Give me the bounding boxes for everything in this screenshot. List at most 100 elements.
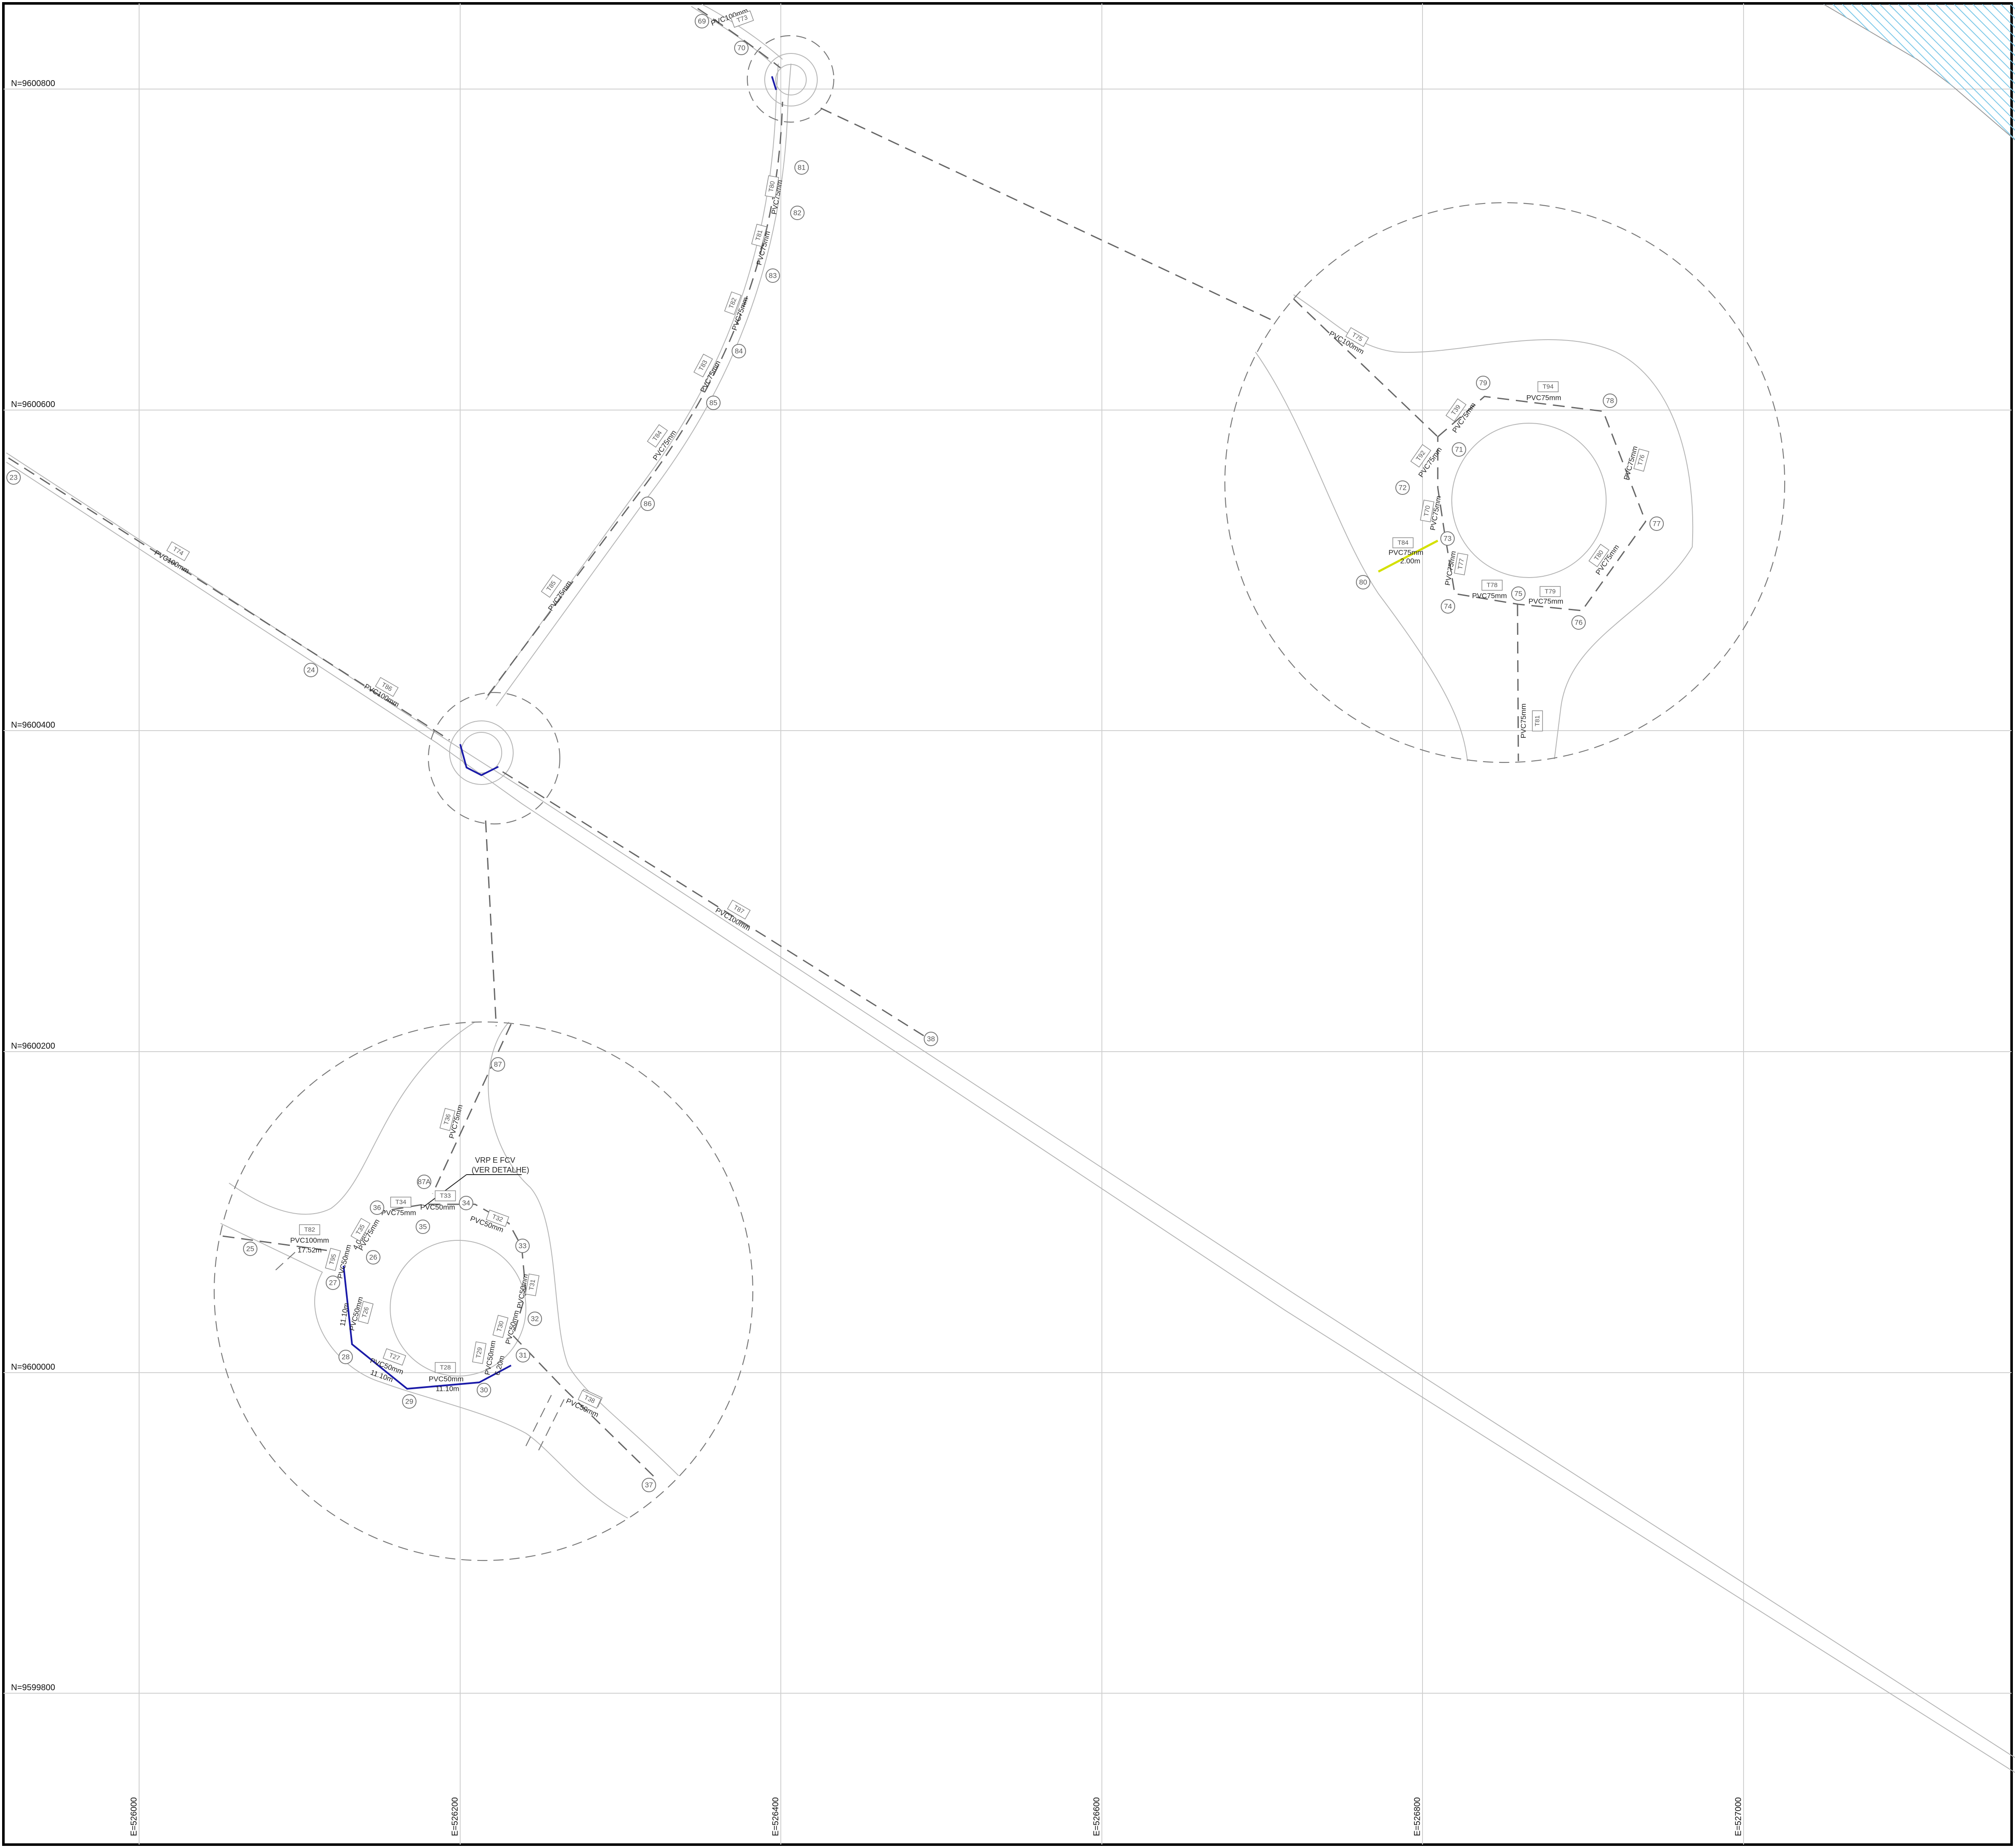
road-south-outline bbox=[220, 1223, 628, 1519]
road-north-edge bbox=[496, 63, 791, 706]
node-label: 74 bbox=[1444, 603, 1452, 611]
node-label: 33 bbox=[519, 1242, 527, 1250]
roundabout-east bbox=[1451, 423, 1607, 578]
pipe-tag: T95 bbox=[325, 1248, 341, 1271]
pipe-tag-box bbox=[1454, 553, 1468, 575]
pipe-tag-label: T95 bbox=[328, 1253, 338, 1265]
node-label: 38 bbox=[927, 1035, 935, 1043]
node-circle bbox=[640, 497, 655, 511]
node-marker: 78 bbox=[1603, 394, 1617, 408]
node-marker: 35 bbox=[416, 1220, 430, 1234]
blue-pipe-south bbox=[343, 1265, 511, 1390]
pipe-tag: T70 bbox=[1420, 500, 1434, 522]
node-circle bbox=[338, 1350, 353, 1364]
roundabout-top bbox=[764, 53, 818, 106]
pipe-to-south bbox=[485, 820, 497, 1027]
node-label: 25 bbox=[246, 1245, 254, 1253]
northing-labels: N=9600800 N=9600600 N=9600400 N=9600200 … bbox=[11, 79, 55, 1692]
node-marker: 27 bbox=[326, 1276, 340, 1290]
node-label: 28 bbox=[342, 1353, 350, 1361]
node-marker: 86 bbox=[640, 497, 655, 511]
pipe-tag: T77 bbox=[1454, 553, 1468, 575]
node-label: 82 bbox=[794, 209, 802, 217]
node-marker: 70 bbox=[734, 41, 749, 55]
easting-labels: E=526000 E=526200 E=526400 E=526600 E=52… bbox=[129, 1797, 1743, 1836]
node-circle bbox=[515, 1239, 530, 1253]
pipe-size-label: PVC75mm bbox=[1389, 549, 1423, 557]
node-marker: 82 bbox=[790, 206, 805, 220]
node-circle bbox=[528, 1312, 542, 1326]
pipe-tag: T82 bbox=[724, 291, 742, 315]
pipe-tag-label: T82 bbox=[304, 1226, 315, 1234]
node-marker: 79 bbox=[1476, 376, 1490, 390]
node-circle bbox=[1476, 376, 1490, 390]
pipe-tag-label: T70 bbox=[1423, 505, 1431, 517]
roundabout-inner bbox=[461, 732, 502, 773]
node-label: 87 bbox=[494, 1061, 502, 1069]
pipe-tag-box bbox=[1420, 500, 1434, 522]
pipe-tag: T81 bbox=[1532, 710, 1543, 731]
roundabout-south bbox=[390, 1240, 526, 1376]
node-circle bbox=[734, 41, 749, 55]
pipe-tag-label: T81 bbox=[754, 229, 764, 241]
road-south-outline bbox=[488, 1022, 679, 1476]
node-circle bbox=[1511, 586, 1526, 601]
pipe-tag-label: T80 bbox=[767, 181, 776, 193]
node-circle bbox=[477, 1383, 491, 1397]
node-circle bbox=[459, 1196, 473, 1210]
blue-pipe-segment bbox=[459, 744, 499, 776]
pipe-tag-label: T36 bbox=[442, 1113, 452, 1125]
northing-label: N=9599800 bbox=[11, 1683, 55, 1692]
node-label: 85 bbox=[710, 399, 718, 407]
node-marker: 33 bbox=[515, 1239, 530, 1253]
node-circle bbox=[1440, 531, 1455, 546]
node-marker: 34 bbox=[459, 1196, 473, 1210]
node-circle bbox=[1571, 615, 1586, 630]
coordinate-grid bbox=[3, 3, 2012, 1845]
node-marker: 24 bbox=[304, 663, 318, 677]
node-marker: 76 bbox=[1571, 615, 1586, 630]
roundabout-center bbox=[1451, 423, 1607, 578]
pipe-tag: T29 bbox=[472, 1341, 486, 1364]
pipe-tag-box bbox=[350, 1218, 371, 1242]
node-label: 77 bbox=[1653, 520, 1661, 528]
pipe-tag-box bbox=[578, 1390, 601, 1409]
node-label: 78 bbox=[1606, 397, 1614, 405]
pipe-tag-box bbox=[435, 1362, 456, 1373]
pipe-tag-label: T28 bbox=[440, 1364, 451, 1371]
pipe-tag-box bbox=[325, 1248, 341, 1271]
pipe-tag-box bbox=[751, 223, 767, 247]
node-marker: 23 bbox=[6, 470, 21, 485]
pipe-east-ring bbox=[1437, 396, 1646, 611]
crossing-mark bbox=[275, 1246, 302, 1270]
node-marker: 83 bbox=[766, 268, 780, 283]
node-marker: 71 bbox=[1452, 442, 1466, 457]
node-marker: 72 bbox=[1395, 480, 1410, 495]
pipe-to-east bbox=[820, 107, 1277, 323]
pipe-tag-box bbox=[383, 1348, 406, 1366]
node-marker: 75 bbox=[1511, 586, 1526, 601]
pipe-size-label: PVC75mm bbox=[1526, 394, 1561, 402]
node-circle bbox=[370, 1200, 384, 1215]
pipe-tag-box bbox=[439, 1108, 456, 1131]
node-marker: 25 bbox=[243, 1242, 257, 1256]
pipe-tag: T82 bbox=[299, 1224, 320, 1235]
node-marker: 80 bbox=[1356, 575, 1370, 589]
pipe-size-label: 2.00m bbox=[1400, 557, 1420, 565]
node-circle bbox=[1395, 480, 1410, 495]
pipe-tag: T30 bbox=[492, 1315, 509, 1338]
node-label: 27 bbox=[329, 1279, 337, 1287]
node-label: 32 bbox=[531, 1315, 539, 1323]
zone-circle-south bbox=[213, 1021, 754, 1561]
pipe-tag-box bbox=[525, 1273, 539, 1296]
northing-label: N=9600000 bbox=[11, 1362, 55, 1372]
node-circle bbox=[790, 206, 805, 220]
road-east-outline bbox=[1293, 294, 1694, 759]
node-label: 31 bbox=[519, 1351, 527, 1359]
yellow-pipe bbox=[1378, 539, 1439, 573]
pipe-tag: T32 bbox=[486, 1209, 509, 1227]
pipe-tag-box bbox=[724, 291, 742, 315]
easting-label: E=526000 bbox=[129, 1797, 139, 1836]
roads bbox=[6, 4, 2015, 1773]
node-marker: 29 bbox=[402, 1394, 416, 1409]
